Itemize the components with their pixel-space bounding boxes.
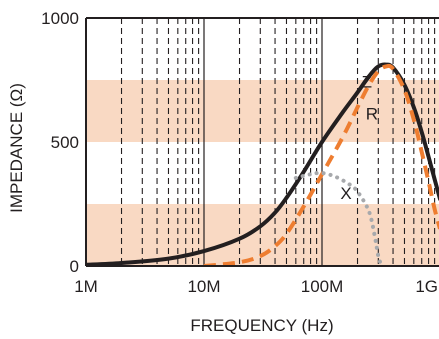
series-label-r: R <box>366 105 378 124</box>
series-z-line <box>86 62 439 266</box>
series-x-line <box>293 170 384 266</box>
x-tick-label: 1G <box>415 277 438 296</box>
y-tick-label: 500 <box>51 133 79 152</box>
y-axis-label: IMPEDANCE (Ω) <box>7 83 26 213</box>
series-label-x: X <box>340 184 351 203</box>
x-tick-label: 1M <box>74 277 98 296</box>
y-tick-label: 1000 <box>41 9 79 28</box>
shaded-band-1 <box>86 80 439 142</box>
y-tick-label: 0 <box>70 257 79 276</box>
series-label-z: Z <box>362 72 372 91</box>
x-tick-label: 10M <box>187 277 220 296</box>
series-r-line <box>203 63 439 266</box>
x-axis-label: FREQUENCY (Hz) <box>190 316 333 335</box>
x-tick-label: 100M <box>301 277 344 296</box>
